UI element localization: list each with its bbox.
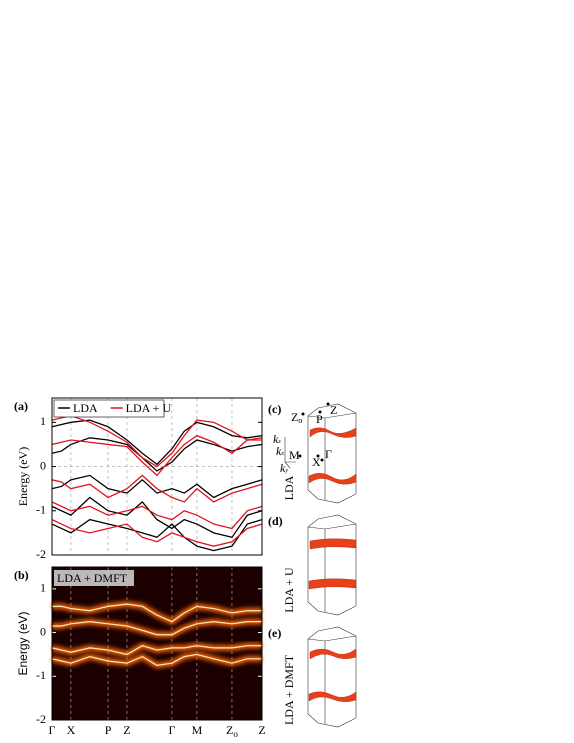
x-tick-label: Zo: [226, 723, 238, 739]
band: [51, 474, 263, 503]
spectral-band: [51, 645, 262, 656]
chart-title: LDA + DMFT: [57, 571, 128, 585]
point-label: Z: [330, 403, 337, 417]
x-tick-label: P: [105, 723, 112, 737]
title-box: [54, 570, 134, 586]
y-tick-label: -1: [36, 668, 46, 682]
band: [51, 419, 263, 466]
y-tick-label: -2: [36, 547, 46, 561]
x-tick-label: Γ: [49, 723, 56, 737]
y-tick-label: 0: [40, 458, 46, 472]
y-axis-label: Energy (eV): [16, 447, 30, 506]
axis-label: kz: [273, 432, 281, 446]
x-tick-label-sub: o: [233, 729, 238, 739]
point-label: X: [312, 455, 321, 469]
method-label: LDA + U: [282, 567, 296, 613]
point-label: P: [316, 412, 323, 426]
plot-frame: [51, 397, 263, 556]
legend-box: [53, 399, 165, 418]
panel-label: (b): [14, 568, 29, 582]
spectral-band: [51, 653, 262, 666]
x-tick-label: Z: [258, 723, 265, 737]
band: [51, 518, 263, 552]
x-tick-label: Γ: [168, 723, 175, 737]
method-label: LDA: [282, 475, 296, 500]
panel-label: (e): [268, 626, 281, 640]
band: [51, 474, 263, 499]
band: [51, 434, 262, 477]
x-tick-label: Z: [123, 723, 130, 737]
y-tick-label: 0: [40, 624, 46, 638]
y-tick-label: -1: [36, 503, 46, 517]
y-tick-label: -2: [36, 712, 46, 726]
legend-label: LDA: [73, 401, 98, 415]
panel-label: (a): [14, 399, 28, 413]
y-tick-label: 1: [40, 414, 46, 428]
x-tick-label: X: [67, 723, 76, 737]
band: [51, 415, 263, 468]
point-label: M: [289, 448, 300, 462]
fermi-surface-c: Zo Z P M X Γ kz kx ky (c) LDA: [268, 402, 357, 504]
fermi-surface-d: (d) LDA + U: [268, 514, 357, 616]
fermi-surface-e: (e) LDA + DMFT: [268, 626, 357, 728]
point-label: Zo: [291, 410, 302, 425]
band: [51, 519, 263, 547]
y-tick-label: 1: [40, 581, 46, 595]
panel-label: (c): [268, 402, 281, 416]
point-label: Γ: [325, 447, 332, 461]
plot-background: [52, 567, 262, 720]
x-tick-label: M: [192, 723, 203, 737]
panel-label: (d): [268, 514, 283, 528]
spectral-band: [52, 621, 262, 636]
x-tick-label-part: Z: [226, 723, 233, 737]
legend-label: LDA + U: [126, 401, 172, 415]
y-axis-label: Energy (eV): [16, 611, 30, 675]
method-label: LDA + DMFT: [282, 654, 296, 725]
band: [51, 501, 263, 530]
axis-label: kx: [276, 444, 284, 458]
axis-label: ky: [280, 461, 288, 475]
plot-frame: [51, 566, 263, 721]
spectral-band: [52, 603, 262, 623]
